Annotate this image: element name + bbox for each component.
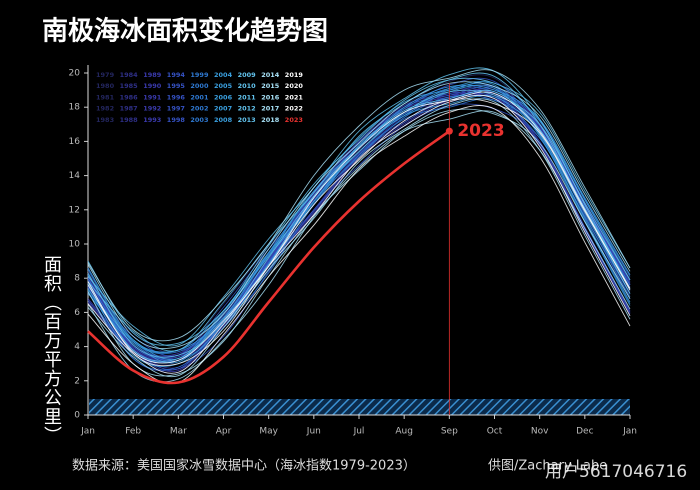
legend-entry: 2010 — [238, 82, 257, 90]
legend-entry: 2016 — [261, 93, 280, 101]
legend-entry: 1986 — [120, 93, 139, 101]
legend-entry: 2020 — [285, 82, 304, 90]
legend-entry: 2018 — [261, 116, 280, 124]
legend-entry: 1999 — [190, 71, 209, 79]
series-line — [87, 77, 631, 346]
legend-entry: 2001 — [190, 93, 209, 101]
x-tick-label: Feb — [125, 427, 141, 437]
series-line — [87, 72, 631, 352]
series-line — [87, 108, 631, 377]
x-tick-label: Oct — [487, 427, 503, 437]
legend-entry: 2007 — [214, 105, 232, 113]
series-line — [87, 67, 631, 347]
x-tick-label: Nov — [531, 427, 549, 437]
legend-entry: 2004 — [214, 71, 233, 79]
series-line — [87, 91, 631, 364]
y-tick-label: 16 — [69, 137, 81, 147]
series-line — [87, 110, 631, 383]
legend-entry: 2021 — [285, 93, 304, 101]
legend-entry: 1979 — [96, 71, 115, 79]
y-tick-label: 2 — [74, 376, 80, 386]
legend-entry: 2003 — [190, 116, 208, 124]
y-tick-label: 20 — [69, 69, 81, 79]
legend-entry: 2011 — [238, 93, 257, 101]
y-tick-label: 14 — [69, 171, 81, 181]
legend-entry: 2017 — [261, 105, 279, 113]
x-tick-label: Jan — [80, 427, 95, 437]
legend-entry: 2022 — [285, 105, 303, 113]
watermark: 用户5617046716 — [545, 462, 687, 482]
legend-entry: 2023 — [285, 116, 303, 124]
legend-entry: 2015 — [261, 82, 280, 90]
y-tick-label: 18 — [69, 103, 81, 113]
legend-entry: 1987 — [120, 105, 138, 113]
x-tick-label: Apr — [216, 427, 232, 437]
series-line — [87, 130, 451, 385]
legend-entry: 1998 — [167, 116, 186, 124]
x-tick-label: Jan — [622, 427, 637, 437]
legend-entry: 2005 — [214, 82, 233, 90]
series-line — [87, 98, 631, 378]
x-tick-label: Aug — [395, 427, 413, 437]
end-point — [445, 127, 453, 135]
x-tick-label: Jul — [353, 427, 365, 437]
legend-entry: 2006 — [214, 93, 233, 101]
series-line — [87, 89, 631, 358]
y-axis-label: 面积（百万平方公里） — [41, 255, 62, 445]
legend-entry: 1985 — [120, 82, 139, 90]
series-line — [87, 69, 631, 342]
x-tick-label: Mar — [170, 427, 187, 437]
credit: 供图/Zachary Labe — [488, 459, 607, 474]
legend-entry: 1988 — [120, 116, 139, 124]
legend-entry: 2000 — [190, 82, 209, 90]
legend-entry: 1996 — [167, 93, 186, 101]
y-tick-label: 12 — [69, 205, 80, 215]
legend-entry: 1982 — [96, 105, 114, 113]
legend-entry: 2019 — [285, 71, 304, 79]
chart-title: 南极海冰面积变化趋势图 — [42, 16, 328, 47]
legend-entry: 1990 — [143, 82, 162, 90]
series-line — [87, 94, 631, 374]
legend-entry: 1997 — [167, 105, 185, 113]
legend-entry: 2014 — [261, 71, 280, 79]
legend-entry: 1983 — [96, 116, 114, 124]
series-line — [87, 81, 631, 350]
legend-entry: 2012 — [238, 105, 256, 113]
hatched-band — [89, 399, 630, 415]
legend-entry: 1994 — [167, 71, 186, 79]
legend-entry: 2009 — [238, 71, 257, 79]
y-tick-label: 8 — [74, 274, 80, 284]
y-tick-label: 0 — [74, 411, 80, 421]
legend-entry: 2002 — [190, 105, 208, 113]
legend-entry: 2013 — [238, 116, 256, 124]
y-tick-label: 4 — [74, 342, 80, 352]
legend-entry: 1993 — [143, 116, 161, 124]
legend-entry: 1989 — [143, 71, 162, 79]
x-tick-label: May — [259, 427, 278, 437]
series-line — [87, 89, 631, 362]
x-tick-label: Jun — [306, 427, 321, 437]
x-tick-label: Dec — [576, 427, 593, 437]
series-line — [87, 98, 631, 367]
y-tick-label: 6 — [74, 308, 80, 318]
x-tick-label: Sep — [441, 427, 458, 437]
end-label: 2023 — [457, 121, 504, 141]
source: 数据来源：美国国家冰雪数据中心（海冰指数1979-2023） — [72, 458, 416, 474]
legend-entry: 1995 — [167, 82, 186, 90]
legend-entry: 1981 — [96, 93, 115, 101]
legend-entry: 1984 — [120, 71, 139, 79]
legend-entry: 1992 — [143, 105, 161, 113]
legend-entry: 2008 — [214, 116, 233, 124]
legend-entry: 1980 — [96, 82, 115, 90]
y-tick-label: 10 — [69, 240, 81, 250]
plot: 0 2 4 6 8 10 12 14 16 18 20 Jan Feb Mar Apr May Jun Jul Au… — [69, 65, 637, 437]
legend-entry: 1991 — [143, 93, 162, 101]
